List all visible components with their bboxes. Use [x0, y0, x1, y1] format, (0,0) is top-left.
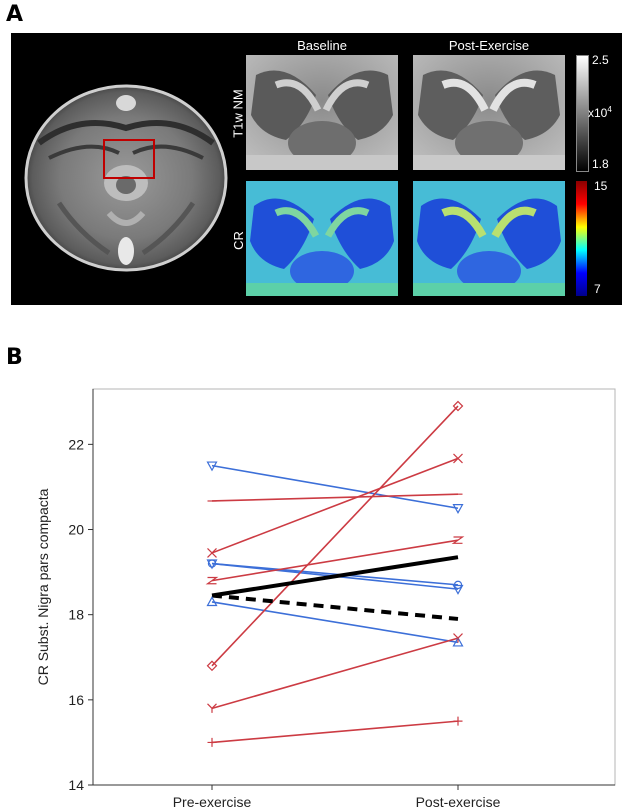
t1w-baseline-image	[246, 55, 398, 170]
t1w-colorbar-max: 2.5	[592, 53, 609, 67]
panel-a-figure: Baseline Post-Exercise T1w NM CR	[11, 33, 622, 305]
t1w-colorbar-min: 1.8	[592, 157, 609, 171]
cr-colorbar	[576, 181, 587, 296]
col-header-post-exercise: Post-Exercise	[448, 38, 530, 53]
marker-triangle-up	[206, 596, 218, 607]
series-line-5	[211, 493, 459, 502]
marker-z	[451, 536, 465, 544]
axial-brain-image	[24, 84, 228, 272]
marker-circle	[453, 580, 463, 590]
t1w-colorbar-unit-exp: 4	[607, 105, 612, 114]
panel-b-letter: B	[6, 345, 23, 370]
series-line-10	[211, 720, 459, 744]
series-line-6	[211, 457, 459, 554]
y-tick-label: 18	[68, 607, 84, 623]
y-tick-label: 16	[68, 692, 84, 708]
panel-a-letter: A	[6, 2, 24, 27]
series-line-8	[211, 405, 459, 667]
marker-diamond	[452, 400, 464, 412]
marker-y	[207, 703, 217, 713]
marker-x	[453, 453, 463, 464]
cr-post-exercise-image	[413, 181, 565, 296]
marker-triangle-up	[452, 636, 464, 647]
y-tick-label: 22	[68, 436, 84, 452]
series-line-4	[211, 601, 459, 644]
marker-triangle-down	[452, 504, 464, 514]
t1w-post-exercise-image	[413, 55, 565, 170]
marker-z	[205, 576, 219, 585]
series-line-7	[211, 539, 459, 582]
series-line-12	[211, 593, 459, 621]
marker-y	[453, 633, 463, 643]
marker-triangle-down	[452, 584, 464, 595]
series-line-9	[211, 637, 459, 710]
roi-box	[103, 139, 155, 179]
row-label-t1w: T1w NM	[230, 89, 246, 138]
marker-diamond	[206, 660, 218, 672]
y-tick-label: 14	[68, 777, 84, 793]
cr-baseline-image	[246, 181, 398, 296]
x-tick-label: Pre-exercise	[173, 794, 252, 808]
cr-colorbar-min: 7	[594, 282, 601, 296]
marker-plus	[453, 716, 463, 726]
y-tick-label: 20	[68, 522, 84, 538]
marker-triangle-down	[206, 461, 218, 472]
marker-plus	[207, 737, 217, 747]
t1w-colorbar-unit: x104	[588, 105, 612, 120]
x-tick-label: Post-exercise	[416, 794, 501, 808]
marker-x	[207, 548, 217, 558]
row-label-cr: CR	[230, 231, 246, 250]
marker-triangle-down	[206, 559, 218, 570]
t1w-colorbar	[576, 55, 589, 172]
line-chart: 14 16 18 20 22 Pre-exercise Post-exercise CR S…	[35, 388, 616, 808]
series-line-1	[211, 464, 459, 510]
series-line-11	[211, 555, 459, 598]
col-header-baseline: Baseline	[297, 38, 347, 53]
cr-colorbar-max: 15	[594, 179, 608, 193]
y-axis-label: CR Subst. Nigra pars compacta	[35, 488, 51, 685]
plot-frame	[92, 388, 616, 786]
